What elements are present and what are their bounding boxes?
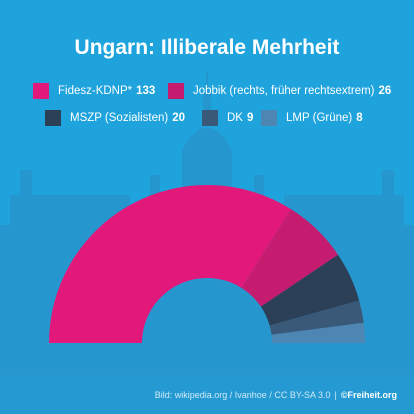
legend-swatch-dk: [202, 110, 218, 126]
chart-segment-lmp: [271, 322, 365, 343]
footer: Bild: wikipedia.org / Ivanhoe / CC BY-SA…: [155, 390, 397, 400]
legend-swatch-jobbik: [168, 83, 184, 99]
legend-seats-fidesz: 133: [136, 85, 156, 97]
chart-segment-mszp: [260, 254, 360, 326]
footer-brand: ©Freiheit.org: [340, 390, 397, 400]
legend-item-lmp: LMP (Grüne) 8: [261, 110, 363, 126]
legend-swatch-mszp: [45, 110, 61, 126]
legend-item-fidesz: Fidesz-KDNP* 133: [33, 83, 155, 99]
legend-seats-lmp: 8: [356, 112, 363, 124]
legend-seats-dk: 9: [246, 112, 254, 124]
legend-swatch-lmp: [261, 110, 277, 126]
chart-segment-dk: [269, 300, 364, 335]
legend-item-dk: DK 9: [202, 110, 253, 126]
chart-segment-fidesz: [49, 185, 292, 343]
legend-label-lmp: LMP (Grüne): [286, 112, 353, 124]
legend-item-jobbik: Jobbik (rechts, früher rechtsextrem) 26: [168, 83, 391, 99]
legend-seats-jobbik: 26: [378, 85, 392, 97]
legend-label-mszp: MSZP (Sozialisten): [70, 112, 169, 124]
footer-separator: |: [334, 390, 337, 400]
legend-label-fidesz: Fidesz-KDNP*: [58, 85, 133, 97]
legend-item-mszp: MSZP (Sozialisten) 20: [45, 110, 185, 126]
chart-title: Ungarn: Illiberale Mehrheit: [74, 36, 340, 59]
chart-segment-jobbik: [241, 209, 339, 307]
legend-label-jobbik: Jobbik (rechts, früher rechtsextrem): [193, 85, 375, 97]
legend-label-dk: DK: [227, 112, 243, 124]
legend-swatch-fidesz: [33, 83, 49, 99]
footer-credit: Bild: wikipedia.org / Ivanhoe / CC BY-SA…: [154, 390, 331, 400]
legend-seats-mszp: 20: [172, 112, 186, 124]
